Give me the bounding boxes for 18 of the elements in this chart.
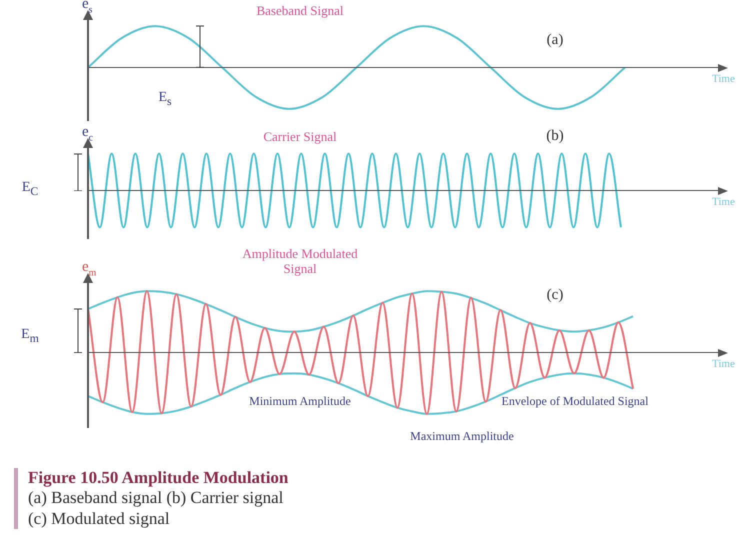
caption: Figure 10.50 Amplitude Modulation <box>28 468 288 488</box>
text: Baseband Signal <box>255 3 344 19</box>
annotation: Minimum Amplitude <box>248 394 352 409</box>
annotation: Envelope of Modulated Signal <box>500 394 650 409</box>
annotation: (c) <box>546 287 564 304</box>
text: (a) Baseband signal (b) Carrier signal <box>28 488 284 509</box>
text: Maximum Amplitude <box>409 429 515 444</box>
text: E$_{m}$ <box>20 327 40 346</box>
x-axis-title: Time <box>712 358 735 370</box>
annotation: E$_{s}$ <box>157 90 173 108</box>
text: (c) Modulated signal <box>28 508 171 530</box>
text: Carrier Signal <box>262 129 338 145</box>
text: Amplitude Modulated Signal <box>241 246 359 277</box>
x-axis-title: Time <box>712 72 735 85</box>
text: E$_{C}$ <box>20 180 40 198</box>
text: (b) <box>545 128 565 146</box>
annotation: (a) <box>546 32 564 50</box>
x-axis-title: Time <box>712 196 735 208</box>
